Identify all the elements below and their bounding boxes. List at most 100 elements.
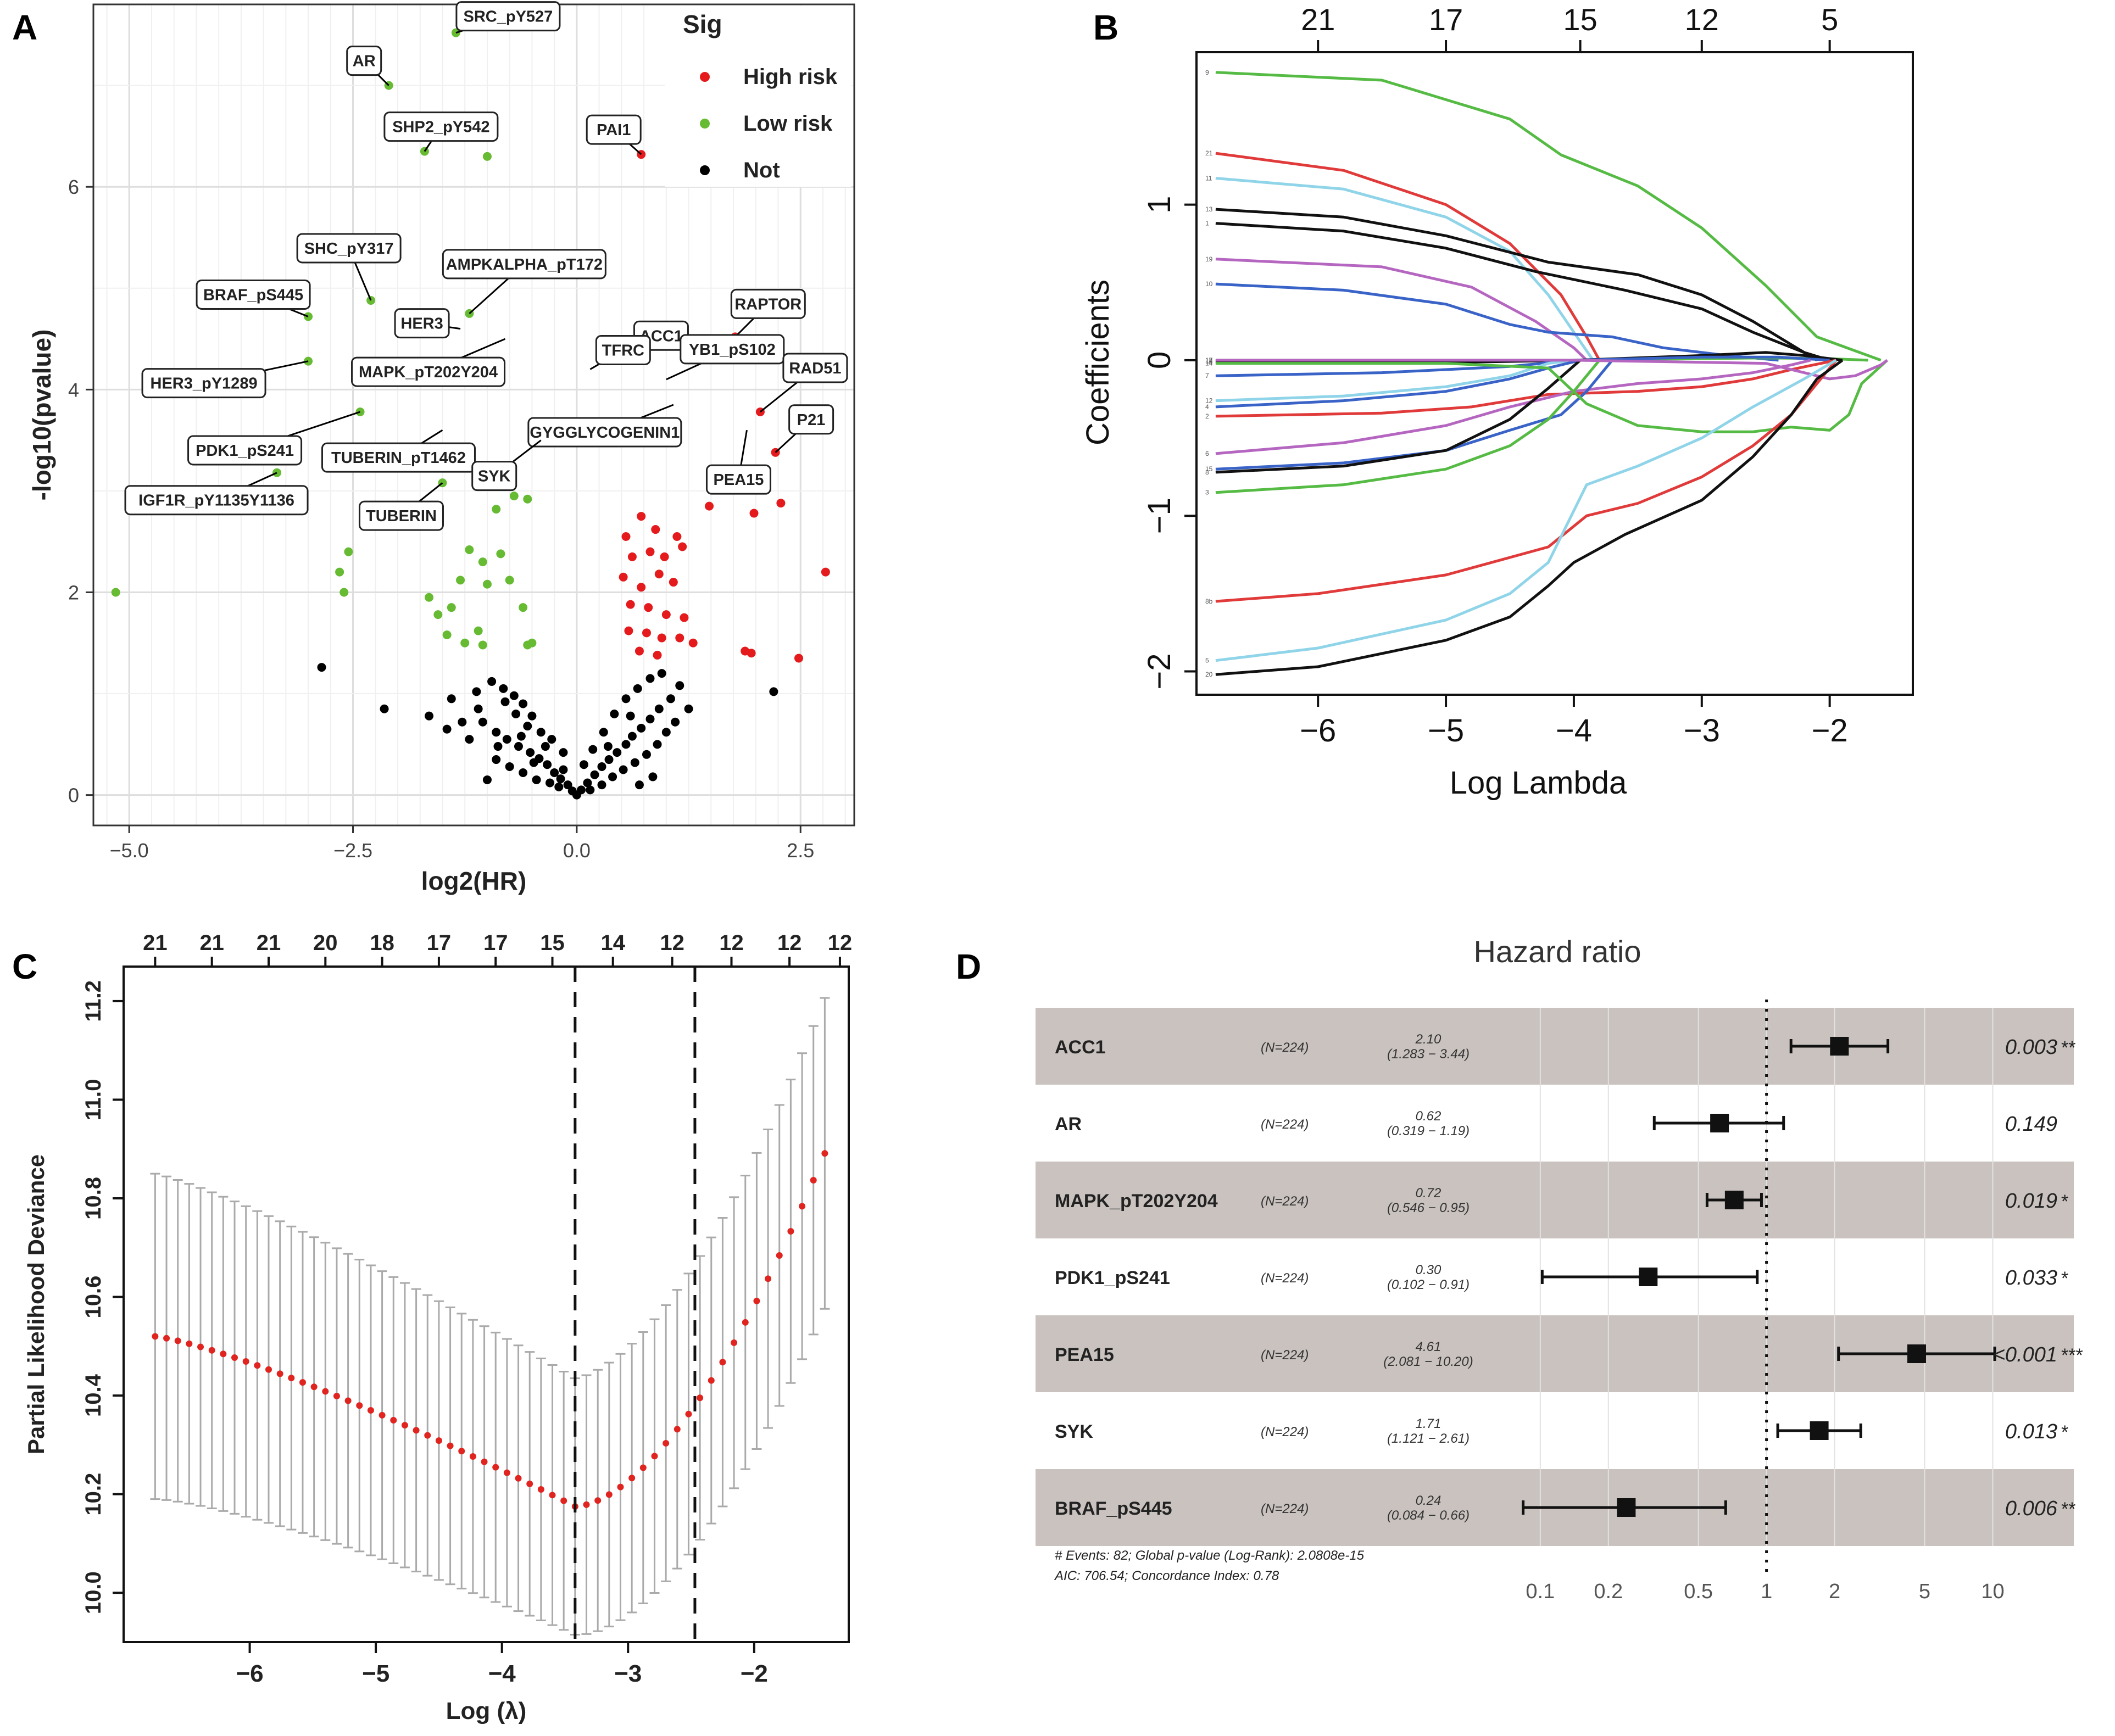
label-box (586, 114, 642, 145)
mean-deviance-point (242, 1358, 249, 1365)
not-point (550, 768, 559, 778)
forest-row-shade (1036, 1162, 2074, 1238)
path-index-label: 10 (1205, 280, 1213, 288)
label-box (358, 500, 444, 531)
forest-row-shade (1036, 1008, 2074, 1085)
high-risk-point (776, 499, 786, 508)
label-box (705, 464, 771, 495)
mean-deviance-point (310, 1383, 318, 1391)
coefficient-path (1215, 359, 1889, 433)
y-tick-label: 11.2 (81, 980, 105, 1022)
path-index-label: 11 (1205, 174, 1212, 182)
not-point (447, 694, 456, 704)
not-point (634, 780, 644, 790)
high-risk-point (627, 552, 637, 561)
not-point (526, 748, 535, 757)
high-risk-point (688, 638, 698, 647)
high-risk-point (653, 650, 662, 660)
row-sample-size: (N=224) (1261, 1040, 1309, 1055)
high-risk-point (678, 542, 687, 551)
panel-d-marks: ACC1 (N=224)2.10(1.283 − 3.44) 0.003 **AR (N… (1055, 1032, 2083, 1523)
mean-deviance-point (799, 1203, 806, 1210)
not-point (482, 775, 492, 784)
high-risk-point (644, 603, 653, 612)
row-sample-size: (N=224) (1261, 1194, 1309, 1209)
coefficient-path (1215, 222, 1830, 362)
mean-deviance-point (708, 1377, 715, 1384)
label-box (782, 353, 848, 383)
mean-deviance-point (628, 1475, 636, 1482)
path-index-label: 4 (1205, 403, 1209, 411)
mean-deviance-point (821, 1150, 828, 1157)
mean-deviance-point (276, 1370, 283, 1377)
not-point (613, 748, 622, 757)
mean-deviance-point (299, 1379, 306, 1386)
mean-deviance-point (503, 1469, 510, 1476)
mean-deviance-point (605, 1491, 613, 1498)
x-tick-label: −3 (614, 1660, 642, 1687)
not-point (458, 717, 467, 727)
high-risk-point (634, 646, 644, 656)
not-point (543, 760, 552, 769)
low-risk-point (482, 152, 492, 161)
row-variable-name: MAPK_pT202Y204 (1055, 1191, 1218, 1212)
mean-deviance-point (810, 1177, 817, 1184)
high-risk-point (821, 567, 830, 577)
not-point (536, 728, 546, 737)
top-tick-label: 12 (828, 931, 853, 955)
path-index-label: 5 (1205, 657, 1209, 665)
coefficient-path (1215, 258, 1588, 361)
not-point (478, 717, 487, 727)
row-p-value: 0.033 (2005, 1266, 2057, 1290)
high-risk-point (705, 501, 714, 511)
high-risk-point (660, 552, 669, 561)
x-tick-label: 0.5 (1684, 1580, 1713, 1603)
high-risk-point (645, 547, 655, 556)
low-risk-point (505, 576, 514, 585)
not-point (597, 762, 606, 771)
not-point (586, 785, 595, 795)
x-tick-label: 5 (1919, 1580, 1930, 1603)
low-risk-point (460, 638, 470, 647)
point-label: TUBERIN_pT1462 (331, 449, 466, 467)
hazard-ratio-marker (1810, 1421, 1829, 1440)
y-tick-label: 2 (68, 581, 79, 604)
row-significance-stars: ** (2061, 1037, 2075, 1058)
row-sample-size: (N=224) (1261, 1348, 1309, 1363)
not-point (519, 699, 528, 708)
row-significance-stars: *** (2061, 1345, 2083, 1366)
not-point (610, 709, 619, 718)
not-point (645, 674, 655, 683)
not-point (604, 755, 614, 764)
y-tick-label: 0 (1142, 351, 1177, 369)
label-box (346, 46, 382, 76)
not-point (500, 697, 510, 706)
mean-deviance-point (697, 1394, 704, 1402)
not-point (590, 770, 599, 779)
panel-d-title: Hazard ratio (1473, 934, 1641, 969)
not-point (442, 724, 452, 734)
coefficient-path (1215, 359, 1574, 403)
mean-deviance-point (526, 1480, 533, 1487)
not-point (621, 740, 631, 749)
path-index-label: 12 (1205, 397, 1213, 405)
not-point (554, 782, 564, 791)
row-hazard-ratio: 2.10 (1415, 1032, 1441, 1047)
coefficient-path (1215, 359, 1836, 418)
high-risk-point (669, 578, 678, 587)
row-variable-name: BRAF_pS445 (1055, 1498, 1172, 1519)
label-box (196, 279, 311, 310)
low-risk-point (496, 549, 505, 559)
mean-deviance-point (447, 1442, 454, 1449)
not-point (671, 717, 680, 727)
row-hazard-ratio: 4.61 (1416, 1339, 1441, 1354)
not-point (317, 663, 326, 672)
top-tick-label: 5 (1821, 2, 1838, 37)
not-point (648, 772, 658, 782)
panel-c-svg: −6 −5 −4 −3 −2 10.0 10.2 10.4 10.6 10.8 11.0 11.2 21… (12, 931, 853, 1724)
low-risk-point (433, 610, 443, 619)
label-box (788, 404, 834, 435)
mean-deviance-point (322, 1388, 329, 1395)
high-risk-point (651, 525, 660, 534)
mean-deviance-point (265, 1366, 272, 1373)
